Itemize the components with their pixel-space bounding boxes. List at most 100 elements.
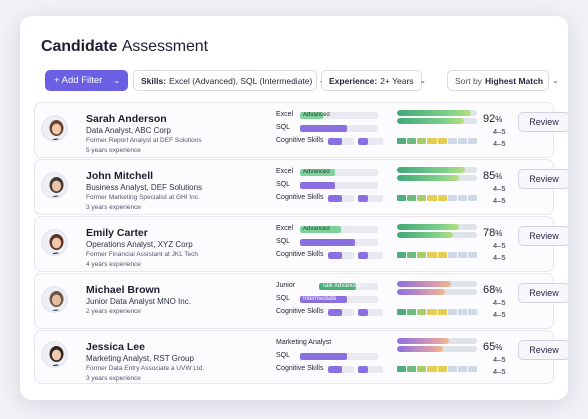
candidate-role: Marketing Analyst, RST Group (86, 354, 194, 363)
skill-level-fill (358, 309, 368, 316)
candidate-exp: 5 years experience (86, 147, 141, 154)
cognitive-segment (427, 309, 437, 315)
cognitive-segment (467, 195, 477, 201)
review-button[interactable]: Review (518, 283, 568, 303)
skill-level-fill (358, 366, 368, 373)
candidate-name: Emily Carter (86, 227, 148, 239)
skill-level-bar-secondary (358, 252, 383, 259)
experience-filter-chip[interactable]: Experience: 2+ Years ⌄ (321, 70, 426, 91)
skill-badge: Advanced (303, 169, 330, 175)
match-fill (397, 224, 460, 230)
candidate-exp: 3 years experience (86, 204, 141, 211)
cognitive-segment (397, 252, 407, 258)
skill-level-fill (300, 296, 347, 303)
avatar (41, 229, 68, 256)
cognitive-segment (457, 195, 467, 201)
cognitive-segment (467, 309, 477, 315)
match-percent: 85% (483, 170, 503, 182)
score-range: 4–5 (493, 139, 506, 148)
cognitive-segment (457, 309, 467, 315)
review-button[interactable]: Review (518, 169, 568, 189)
cognitive-segment (407, 309, 417, 315)
cognitive-segment (447, 138, 457, 144)
skill-level-bar (328, 309, 354, 316)
cognitive-segments (397, 366, 477, 372)
cognitive-segment (417, 195, 427, 201)
skill-level-fill (300, 169, 336, 176)
review-button[interactable]: Review (518, 112, 568, 132)
match-bar (397, 224, 477, 230)
cognitive-segment (457, 138, 467, 144)
score-range: 4–5 (493, 241, 506, 250)
skill-level-fill (300, 353, 347, 360)
skill-label: Cognitive Skills (276, 137, 324, 144)
candidate-name: Jessica Lee (86, 341, 145, 353)
candidate-role: Data Analyst, ABC Corp (86, 126, 171, 135)
match-fill (397, 346, 443, 352)
candidate-name: Michael Brown (86, 284, 161, 296)
skill-label: SQL (276, 124, 291, 131)
skills-filter-chip[interactable]: Skills: Excel (Advanced), SQL (Intermedi… (133, 70, 325, 91)
cognitive-segments (397, 138, 477, 144)
cognitive-segment (397, 309, 407, 315)
skill-label: Cognitive Skills (276, 365, 324, 372)
skill-label: Excel (276, 111, 294, 118)
cognitive-segment (407, 252, 417, 258)
cognitive-segment (397, 138, 407, 144)
review-button[interactable]: Review (518, 340, 568, 360)
cognitive-segment (407, 195, 417, 201)
candidate-role: Junior Data Analyst MNO Inc. (86, 297, 191, 306)
skill-level-bar: Advanced (300, 226, 378, 233)
cognitive-segment (447, 366, 457, 372)
cognitive-segment (407, 138, 417, 144)
skill-badge: Advanced (303, 112, 330, 118)
skill-label: Junior (276, 282, 296, 289)
skill-level-bar-secondary (358, 309, 383, 316)
add-filter-button[interactable]: + Add Filter ⌄ (45, 70, 128, 91)
match-bar (397, 118, 477, 124)
skill-label: Cognitive Skills (276, 308, 324, 315)
candidate-row: Sarah Anderson Data Analyst, ABC Corp Form… (34, 102, 568, 158)
filter-toolbar: + Add Filter ⌄ Skills: Excel (Advanced),… (45, 70, 565, 92)
skill-level-bar-secondary (358, 195, 383, 202)
cognitive-segment (407, 366, 417, 372)
cognitive-segment (467, 138, 477, 144)
skill-level-bar (300, 239, 378, 246)
skill-label: SQL (276, 352, 291, 359)
sort-dropdown[interactable]: Sort by Highest Match ⌄ (447, 70, 559, 91)
score-range: 4–5 (493, 310, 506, 319)
match-percent: 65% (483, 341, 503, 353)
match-bar (397, 232, 477, 238)
assessment-panel: Candidate Assessment + Add Filter ⌄ Skil… (20, 16, 568, 400)
score-range: 4–5 (493, 367, 506, 376)
cognitive-segment (467, 252, 477, 258)
candidate-exp: 2 years experience (86, 308, 141, 315)
skill-level-bar (328, 195, 354, 202)
candidate-row: Michael Brown Junior Data Analyst MNO Inc… (34, 273, 568, 329)
cognitive-segment (437, 195, 447, 201)
skill-label: SQL (276, 295, 291, 302)
cognitive-segment (397, 195, 407, 201)
match-percent: 92% (483, 113, 503, 125)
skill-label: Cognitive Skills (276, 251, 324, 258)
candidate-exp: 3 years experience (86, 375, 141, 382)
chevron-down-icon: ⌄ (419, 76, 427, 85)
candidate-row: John Mitchell Business Analyst, DEF Solut… (34, 159, 568, 215)
candidate-name: Sarah Anderson (86, 113, 167, 125)
match-fill (397, 167, 465, 173)
candidate-row: Emily Carter Operations Analyst, XYZ Corp… (34, 216, 568, 272)
candidate-list: Sarah Anderson Data Analyst, ABC Corp Form… (34, 102, 568, 384)
skill-level-bar (300, 182, 378, 189)
skill-level-bar (328, 366, 354, 373)
cognitive-segment (417, 252, 427, 258)
candidate-role: Operations Analyst, XYZ Corp (86, 240, 193, 249)
review-button[interactable]: Review (518, 226, 568, 246)
skill-level-fill (358, 195, 368, 202)
skill-level-fill (328, 252, 343, 259)
candidate-prev: Former Report Analyst at DEF Solutions (86, 137, 202, 144)
skill-badge: Advanced (303, 226, 330, 232)
cognitive-segment (427, 252, 437, 258)
cognitive-segment (447, 195, 457, 201)
match-fill (397, 289, 445, 295)
match-bar (397, 175, 477, 181)
